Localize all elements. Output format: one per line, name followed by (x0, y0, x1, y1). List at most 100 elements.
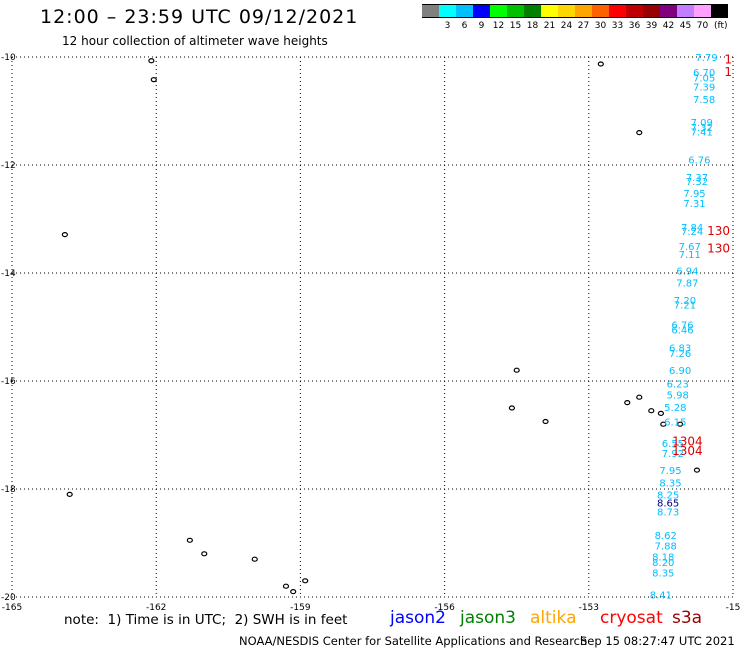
legend-tick-label: 12 (492, 21, 505, 31)
legend-tick-label: 70 (696, 21, 709, 31)
island-outline (677, 421, 684, 427)
swh-value-label: 7.79 (695, 53, 717, 64)
legend-tick-label: 30 (594, 21, 607, 31)
swh-value-label: 7.92 (662, 449, 684, 460)
swh-value-label: 6.23 (667, 380, 689, 391)
swh-value-label: 7.11 (679, 250, 701, 261)
longitude-tick-label: -165 (2, 603, 22, 613)
swh-value-label-cryosat: 1 (724, 65, 732, 79)
swh-value-label: 7.24 (681, 227, 703, 238)
latitude-tick-label: -12 (1, 161, 16, 171)
swh-value-label: 6.76 (688, 156, 710, 167)
legend-swatch (456, 4, 473, 18)
legend-swatch (575, 4, 592, 18)
swh-value-label: 6.90 (669, 366, 691, 377)
swh-value-label: 7.95 (683, 189, 705, 200)
longitude-tick-label: -15 (726, 603, 740, 613)
legend-swatch (422, 4, 439, 18)
island-outline (251, 556, 258, 562)
swh-value-label: 7.21 (674, 300, 696, 311)
swh-value-label: 8.25 (657, 490, 679, 501)
satellite-name-s3a: s3a (672, 608, 703, 628)
swh-value-label: 8.18 (652, 553, 674, 564)
island-outline (61, 232, 68, 238)
legend-swatch (694, 4, 711, 18)
island-outline (302, 578, 309, 584)
footnote: note: 1) Time is in UTC; 2) SWH is in fe… (64, 612, 348, 628)
swh-value-label: 7.95 (659, 466, 681, 477)
legend-swatch (524, 4, 541, 18)
swh-value-label: 7.39 (693, 83, 715, 94)
swh-value-label: 8.41 (650, 590, 672, 601)
longitude-tick-label: -153 (579, 603, 599, 613)
swh-value-label-cryosat: 1 (724, 53, 732, 67)
legend-swatch (507, 4, 524, 18)
latitude-tick-label: -10 (1, 53, 16, 63)
island-outline (624, 400, 631, 406)
legend-swatch (643, 4, 660, 18)
island-outline (636, 394, 643, 400)
legend-tick-label: 24 (560, 21, 573, 31)
latitude-tick-label: -16 (1, 377, 16, 387)
swh-value-label: 5.98 (667, 391, 689, 402)
swh-value-label: 6.15 (664, 418, 686, 429)
swh-value-label: 6.83 (669, 344, 691, 355)
legend-tick-label: 6 (461, 21, 468, 31)
swh-value-label: 7.41 (691, 128, 713, 139)
swh-value-label-cryosat: 130 (707, 224, 730, 238)
legend-tick-label: 42 (662, 21, 675, 31)
legend-tick-label: 9 (478, 21, 485, 31)
legend-tick-label: 21 (543, 21, 556, 31)
island-outline (513, 367, 520, 373)
longitude-tick-label: -162 (146, 603, 166, 613)
swh-value-label: 7.88 (655, 542, 677, 553)
legend-swatch (541, 4, 558, 18)
swh-value-label: 7.84 (681, 223, 703, 234)
island-outline (542, 418, 549, 425)
legend-swatch (592, 4, 609, 18)
satellite-name-altika: altika (530, 608, 577, 628)
latitude-tick-label: -20 (1, 593, 16, 603)
island-outline (657, 410, 665, 416)
island-outline (282, 583, 290, 589)
satellite-name-jason3: jason3 (460, 608, 516, 628)
swh-value-label: 5.28 (664, 403, 686, 414)
legend-tick-label: 27 (577, 21, 590, 31)
swh-value-label: 7.05 (693, 74, 715, 85)
swh-value-label: 7.58 (693, 95, 715, 106)
island-outline (693, 467, 701, 473)
swh-value-label: 6.76 (671, 320, 693, 331)
swh-value-label: 7.26 (669, 349, 691, 360)
swh-value-label-cryosat: 1304 (672, 434, 703, 448)
island-outline (66, 491, 73, 497)
island-outline (290, 588, 297, 595)
legend-swatch (626, 4, 643, 18)
swh-value-label: 7.37 (686, 173, 708, 184)
latitude-tick-label: -14 (1, 269, 16, 279)
swh-value-label: 7.67 (679, 242, 701, 253)
swh-value-label: 7.87 (676, 279, 698, 290)
island-outline (201, 551, 208, 557)
swh-value-label: 6.70 (693, 68, 715, 79)
longitude-tick-label: -156 (434, 603, 455, 613)
swh-value-label: 8.62 (655, 531, 677, 542)
swh-value-label: 8.20 (652, 558, 674, 569)
longitude-tick-label: -159 (290, 603, 311, 613)
island-outline (508, 405, 515, 411)
swh-value-label: 6.46 (671, 326, 693, 337)
page-title: 12:00 – 23:59 UTC 09/12/2021 (40, 6, 359, 28)
swh-value-label: 8.35 (659, 479, 681, 490)
island-outline (648, 408, 655, 414)
island-outline (597, 61, 604, 67)
island-outline (150, 77, 157, 83)
swh-value-label: 8.35 (652, 569, 674, 580)
legend-swatch (558, 4, 575, 18)
satellite-name-jason2: jason2 (390, 608, 446, 628)
legend-unit: (ft) (714, 21, 728, 31)
swh-value-label-cryosat: 130 (707, 242, 730, 256)
legend-tick-label: 36 (628, 21, 641, 31)
swh-value-label: 7.32 (686, 177, 708, 188)
swh-value-label: 6.55 (662, 439, 684, 450)
legend-tick-label: 15 (509, 21, 522, 31)
